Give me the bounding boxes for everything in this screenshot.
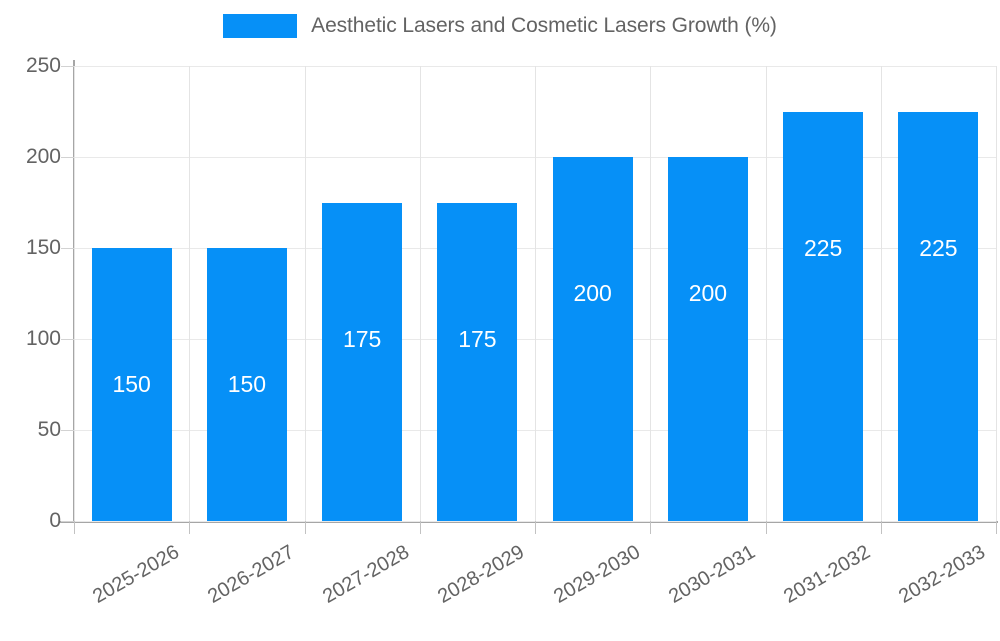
gridline-vertical	[74, 66, 75, 521]
bar-value-label: 150	[112, 371, 151, 397]
gridline-vertical	[650, 66, 651, 521]
x-axis-tick-mark	[996, 521, 997, 534]
bar-slot: 150	[91, 66, 172, 521]
y-axis-tick-mark	[61, 157, 74, 158]
bar-value-label: 175	[342, 325, 382, 352]
bar-value-label: 150	[227, 371, 267, 397]
bar-value-label: 175	[458, 325, 497, 352]
bar-slot: 175	[322, 66, 403, 521]
y-axis-tick-label: 150	[0, 236, 74, 260]
x-axis-tick-mark	[535, 521, 536, 534]
y-axis-tick-mark	[61, 430, 74, 431]
bar[interactable]	[206, 248, 287, 521]
plot-area: 150 150 175 175 200 200 225 225	[74, 66, 997, 522]
gridline-vertical	[189, 66, 190, 521]
bar-slot: 175	[437, 66, 518, 521]
bar-slot: 200	[667, 66, 748, 521]
y-axis-tick-mark	[61, 248, 74, 249]
gridline-vertical	[996, 66, 997, 521]
bar-chart: Aesthetic Lasers and Cosmetic Lasers Gro…	[0, 14, 1000, 608]
bar-slot: 225	[898, 66, 979, 521]
legend-series-label: Aesthetic Lasers and Cosmetic Lasers Gro…	[311, 14, 777, 37]
x-axis-line	[60, 521, 998, 523]
gridline-vertical	[766, 66, 767, 521]
bar[interactable]	[552, 157, 633, 521]
bar-slot: 200	[552, 66, 633, 521]
bar[interactable]	[91, 248, 172, 521]
x-axis-tick-mark	[766, 521, 767, 534]
bar-value-label: 200	[688, 280, 728, 306]
gridline-vertical	[881, 66, 882, 521]
y-axis-tick-label: 250	[0, 54, 74, 78]
bar[interactable]	[667, 157, 748, 521]
x-axis-tick-mark	[74, 521, 75, 534]
x-axis-tick-mark	[881, 521, 882, 534]
bar-slot: 150	[206, 66, 287, 521]
x-axis-tick-mark	[420, 521, 421, 534]
bar[interactable]	[783, 111, 864, 521]
y-axis-tick-label: 50	[0, 418, 74, 442]
bar-value-label: 225	[919, 234, 958, 261]
y-axis-tick-mark	[61, 521, 74, 522]
y-axis-tick-label: 200	[0, 145, 74, 169]
x-axis-tick-mark	[650, 521, 651, 534]
chart-legend: Aesthetic Lasers and Cosmetic Lasers Gro…	[0, 14, 1000, 38]
gridline-vertical	[305, 66, 306, 521]
bar[interactable]	[322, 202, 403, 521]
gridline-vertical	[535, 66, 536, 521]
x-axis-tick-mark	[305, 521, 306, 534]
y-axis-tick-label: 0	[0, 509, 74, 533]
bar[interactable]	[437, 202, 518, 521]
bar-slot: 225	[783, 66, 864, 521]
x-axis-tick-mark	[189, 521, 190, 534]
y-axis-tick-mark	[61, 66, 74, 67]
bar[interactable]	[898, 111, 979, 521]
bar-value-label: 200	[573, 280, 612, 306]
bar-value-label: 225	[803, 234, 843, 261]
y-axis-tick-label: 100	[0, 327, 74, 351]
y-axis-tick-mark	[61, 339, 74, 340]
gridline-vertical	[420, 66, 421, 521]
legend-color-swatch	[223, 14, 298, 38]
